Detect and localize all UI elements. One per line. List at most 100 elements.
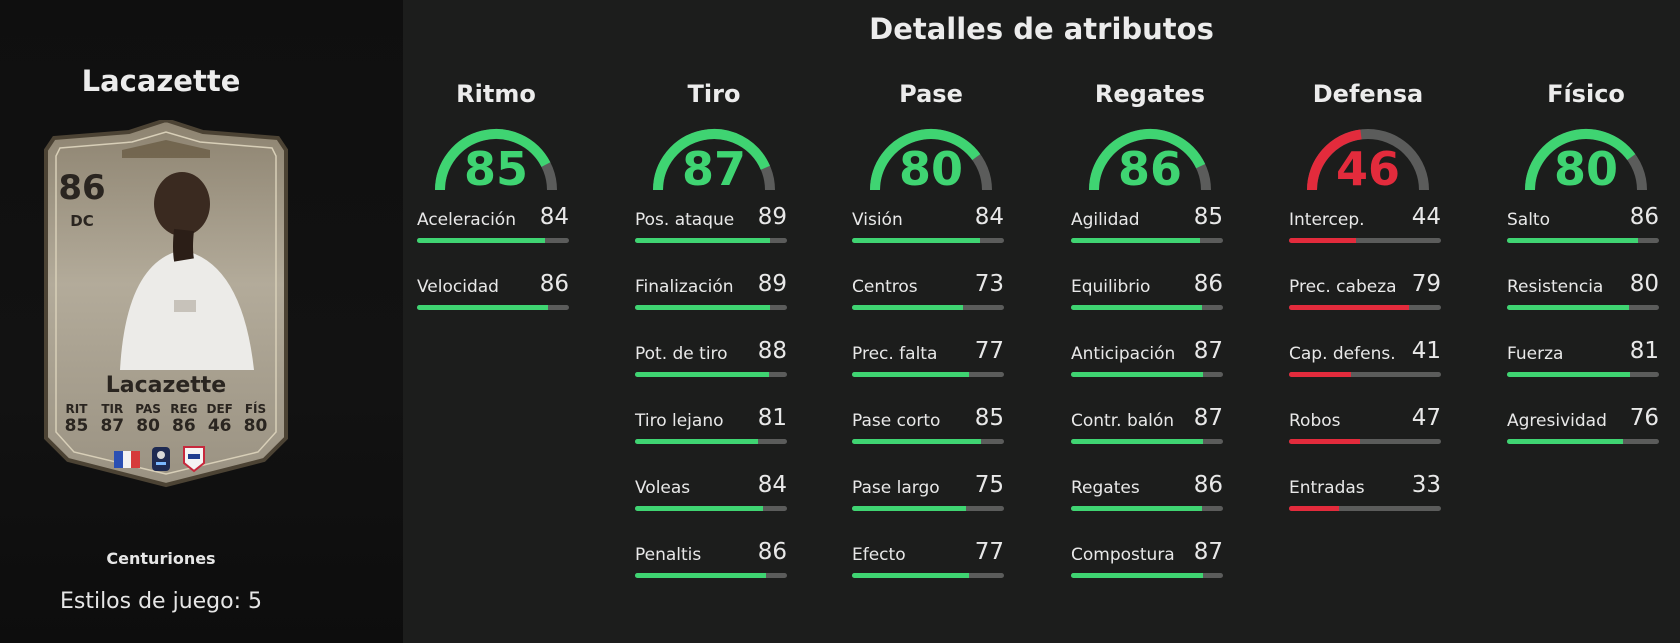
attribute-row: Voleas 84 xyxy=(635,464,793,531)
attribute-row: Cap. defens. 41 xyxy=(1289,330,1447,397)
category-gauge: 80 xyxy=(852,110,1010,196)
attribute-bar xyxy=(1071,439,1223,444)
attribute-bar-fill xyxy=(1507,372,1631,377)
attribute-bar xyxy=(635,238,787,243)
france-flag-icon xyxy=(114,450,140,468)
attribute-bar xyxy=(1507,238,1659,243)
attribute-bar-fill xyxy=(635,238,771,243)
attribute-name: Voleas xyxy=(635,478,691,498)
attribute-row: Penaltis 86 xyxy=(635,531,793,598)
attribute-bar xyxy=(852,372,1004,377)
attribute-bar-fill xyxy=(635,439,759,444)
attribute-row: Pot. de tiro 88 xyxy=(635,330,793,397)
league-logo-icon xyxy=(152,447,170,471)
card-position: DC xyxy=(70,212,94,230)
attribute-value: 87 xyxy=(1193,539,1223,565)
attribute-name: Resistencia xyxy=(1507,277,1604,297)
attribute-name: Finalización xyxy=(635,277,734,297)
attribute-row: Finalización 89 xyxy=(635,263,793,330)
attribute-row: Prec. falta 77 xyxy=(852,330,1010,397)
attribute-bar xyxy=(1507,305,1659,310)
category-name: Tiro xyxy=(687,80,741,108)
attribute-bar xyxy=(852,506,1004,511)
attribute-name: Cap. defens. xyxy=(1289,344,1396,364)
attribute-row: Efecto 77 xyxy=(852,531,1010,598)
attribute-bar xyxy=(635,372,787,377)
card-stat-value: 86 xyxy=(172,416,196,436)
gauge-arc xyxy=(653,129,775,191)
gauge-fill xyxy=(1089,129,1206,191)
gauge-arc xyxy=(870,129,992,191)
attribute-bar xyxy=(1289,506,1441,511)
card-stats: RIT 85 TIR 87 PAS 80 REG 86 DEF 46 FÍS 80 xyxy=(60,402,272,436)
attribute-bar-fill xyxy=(1071,573,1204,578)
attribute-name: Intercep. xyxy=(1289,210,1365,230)
category-gauge: 46 xyxy=(1289,110,1447,196)
attribute-value: 41 xyxy=(1411,338,1441,364)
attribute-row: Agilidad 85 xyxy=(1071,196,1229,263)
attribute-bar-fill xyxy=(852,305,963,310)
card-stat: DEF 46 xyxy=(203,402,236,436)
attribute-value: 86 xyxy=(1629,204,1659,230)
category-value: 80 xyxy=(1553,142,1618,196)
attribute-row: Robos 47 xyxy=(1289,397,1447,464)
attribute-bar xyxy=(417,238,569,243)
gauge-fill xyxy=(653,129,770,191)
attribute-bar xyxy=(852,238,1004,243)
attribute-row: Velocidad 86 xyxy=(417,263,575,330)
attribute-value: 86 xyxy=(539,271,569,297)
attribute-bar-fill xyxy=(417,238,545,243)
attribute-row: Pase corto 85 xyxy=(852,397,1010,464)
attribute-bar-fill xyxy=(1071,506,1202,511)
attribute-value: 87 xyxy=(1193,338,1223,364)
attribute-value: 89 xyxy=(757,204,787,230)
attribute-row: Pos. ataque 89 xyxy=(635,196,793,263)
category-value: 87 xyxy=(681,142,746,196)
attribute-bar-fill xyxy=(1289,506,1340,511)
attribute-row: Intercep. 44 xyxy=(1289,196,1447,263)
attribute-bar xyxy=(1071,238,1223,243)
category-name: Defensa xyxy=(1312,80,1424,108)
category-gauge: 85 xyxy=(417,110,575,196)
category-gauge: 87 xyxy=(635,110,793,196)
club-crest-icon xyxy=(183,446,205,473)
attribute-name: Salto xyxy=(1507,210,1550,230)
attribute-row: Visión 84 xyxy=(852,196,1010,263)
card-stat: REG 86 xyxy=(167,402,200,436)
card-frame xyxy=(44,120,288,488)
attribute-value: 79 xyxy=(1411,271,1441,297)
attribute-bar xyxy=(852,439,1004,444)
attribute-value: 77 xyxy=(974,539,1004,565)
card-stat-label: PAS xyxy=(135,402,161,416)
category-gauge: 86 xyxy=(1071,110,1229,196)
attribute-bar-fill xyxy=(1071,305,1202,310)
attribute-value: 86 xyxy=(1193,472,1223,498)
attribute-name: Compostura xyxy=(1071,545,1175,565)
category-value: 46 xyxy=(1335,142,1400,196)
attribute-name: Contr. balón xyxy=(1071,411,1175,431)
attribute-bar xyxy=(852,573,1004,578)
attribute-value: 77 xyxy=(974,338,1004,364)
attribute-row: Tiro lejano 81 xyxy=(635,397,793,464)
attribute-column-regates: Regates 86 Agilidad 85 Equilibrio 86 Anticipac… xyxy=(1071,80,1229,598)
attribute-row: Prec. cabeza 79 xyxy=(1289,263,1447,330)
attribute-row: Centros 73 xyxy=(852,263,1010,330)
attribute-bar-fill xyxy=(1507,439,1623,444)
card-badges xyxy=(114,445,206,473)
card-stat-value: 80 xyxy=(136,416,160,436)
attribute-value: 85 xyxy=(974,405,1004,431)
attribute-column-defensa: Defensa 46 Intercep. 44 Prec. cabeza 79 Cap. d… xyxy=(1289,80,1447,531)
attribute-column-ritmo: Ritmo 85 Aceleración 84 Velocidad 86 xyxy=(417,80,575,330)
attribute-value: 86 xyxy=(1193,271,1223,297)
attribute-bar-fill xyxy=(852,506,966,511)
category-gauge: 80 xyxy=(1507,110,1665,196)
attribute-bar-fill xyxy=(1289,238,1356,243)
attribute-value: 89 xyxy=(757,271,787,297)
player-card[interactable]: 86 DC Lacazette RIT 85 TIR 87 PAS 80 REG 86 DEF 4… xyxy=(34,120,298,490)
attribute-bar-fill xyxy=(852,573,970,578)
playstyles-count: Estilos de juego: 5 xyxy=(59,589,263,614)
card-promo-name: Centuriones xyxy=(106,549,216,568)
attribute-bar xyxy=(1289,372,1441,377)
attribute-name: Pos. ataque xyxy=(635,210,735,230)
category-name: Ritmo xyxy=(456,80,536,108)
